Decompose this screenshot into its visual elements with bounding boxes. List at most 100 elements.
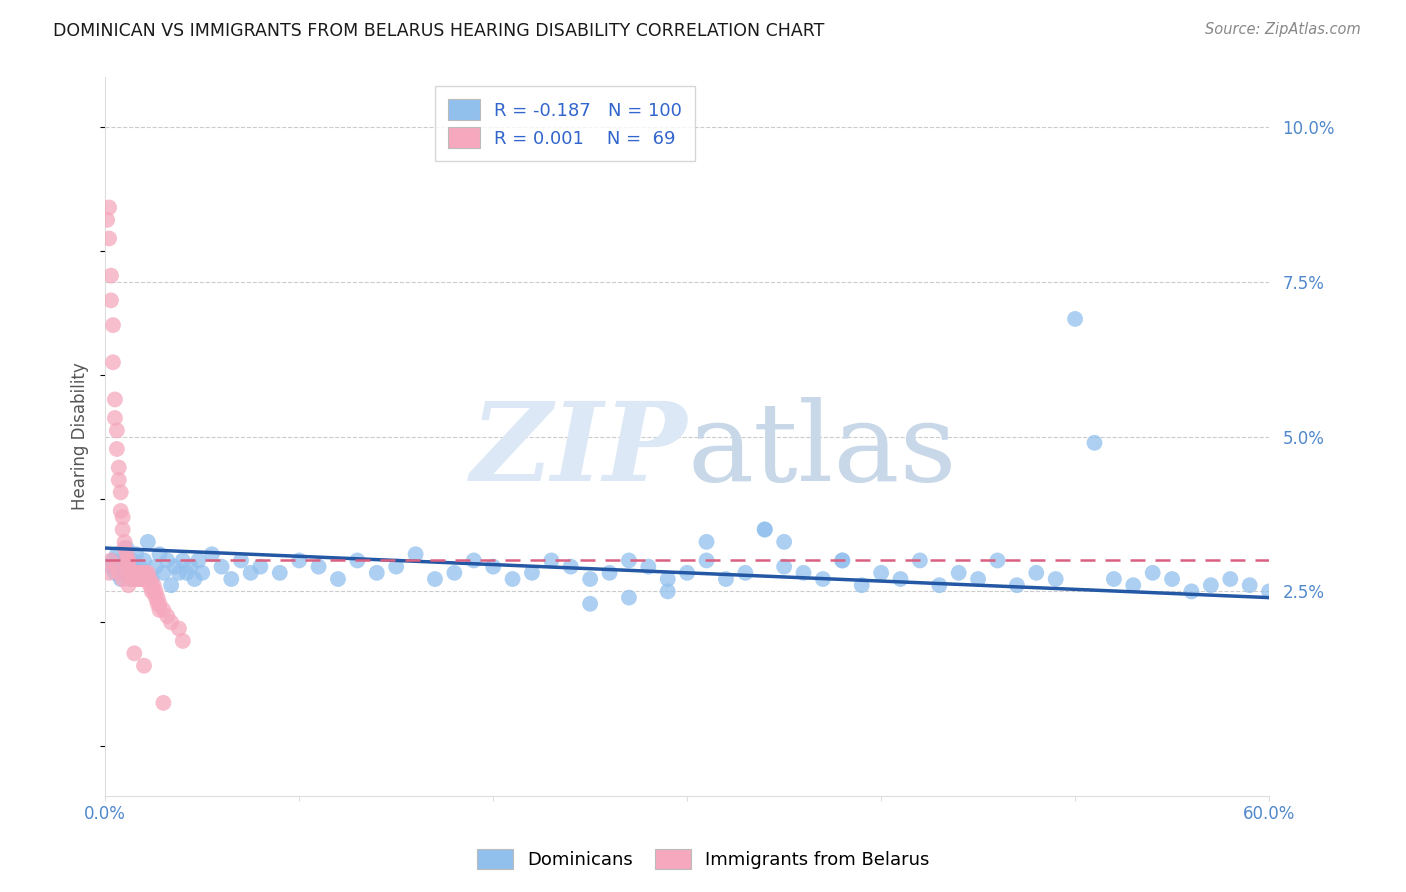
Point — [754, 523, 776, 537]
Point — [714, 572, 737, 586]
Point — [100, 293, 122, 308]
Point — [101, 318, 124, 333]
Point — [1122, 578, 1144, 592]
Point — [156, 609, 179, 624]
Point — [127, 572, 149, 586]
Point — [463, 553, 485, 567]
Point — [117, 553, 139, 567]
Point — [101, 355, 124, 369]
Point — [191, 566, 214, 580]
Point — [811, 572, 834, 586]
Point — [107, 566, 129, 580]
Point — [114, 566, 136, 580]
Point — [908, 553, 931, 567]
Point — [443, 566, 465, 580]
Point — [146, 591, 169, 605]
Point — [131, 566, 153, 580]
Point — [221, 572, 243, 586]
Point — [132, 553, 155, 567]
Point — [148, 597, 170, 611]
Point — [520, 566, 543, 580]
Point — [136, 572, 159, 586]
Text: DOMINICAN VS IMMIGRANTS FROM BELARUS HEARING DISABILITY CORRELATION CHART: DOMINICAN VS IMMIGRANTS FROM BELARUS HEA… — [53, 22, 825, 40]
Point — [117, 559, 139, 574]
Point — [423, 572, 446, 586]
Point — [967, 572, 990, 586]
Point — [145, 584, 167, 599]
Point — [176, 566, 198, 580]
Point — [124, 566, 146, 580]
Point — [1258, 584, 1281, 599]
Point — [104, 411, 127, 425]
Point — [1045, 572, 1067, 586]
Point — [132, 572, 155, 586]
Point — [132, 566, 155, 580]
Point — [142, 584, 165, 599]
Point — [1142, 566, 1164, 580]
Point — [187, 553, 209, 567]
Point — [617, 553, 640, 567]
Point — [139, 572, 162, 586]
Point — [148, 547, 170, 561]
Point — [104, 559, 127, 574]
Point — [696, 553, 718, 567]
Point — [98, 201, 121, 215]
Point — [385, 559, 408, 574]
Point — [851, 578, 873, 592]
Point — [121, 572, 143, 586]
Point — [889, 572, 911, 586]
Point — [183, 572, 205, 586]
Y-axis label: Hearing Disability: Hearing Disability — [72, 363, 89, 510]
Point — [107, 559, 129, 574]
Point — [120, 566, 142, 580]
Point — [125, 547, 148, 561]
Point — [773, 534, 796, 549]
Point — [111, 523, 134, 537]
Point — [734, 566, 756, 580]
Point — [1219, 572, 1241, 586]
Point — [1161, 572, 1184, 586]
Point — [131, 566, 153, 580]
Point — [152, 566, 174, 580]
Point — [110, 572, 132, 586]
Point — [599, 566, 621, 580]
Point — [948, 566, 970, 580]
Point — [110, 485, 132, 500]
Point — [131, 572, 153, 586]
Point — [129, 566, 152, 580]
Point — [110, 504, 132, 518]
Point — [111, 510, 134, 524]
Point — [129, 559, 152, 574]
Point — [928, 578, 950, 592]
Point — [127, 566, 149, 580]
Point — [366, 566, 388, 580]
Point — [172, 634, 194, 648]
Point — [308, 559, 330, 574]
Point — [657, 584, 679, 599]
Point — [98, 231, 121, 245]
Point — [172, 553, 194, 567]
Point — [115, 547, 138, 561]
Point — [139, 578, 162, 592]
Text: Source: ZipAtlas.com: Source: ZipAtlas.com — [1205, 22, 1361, 37]
Point — [156, 553, 179, 567]
Point — [124, 566, 146, 580]
Point — [117, 578, 139, 592]
Point — [617, 591, 640, 605]
Point — [160, 578, 183, 592]
Point — [502, 572, 524, 586]
Point — [579, 572, 602, 586]
Point — [129, 572, 152, 586]
Point — [405, 547, 427, 561]
Point — [870, 566, 893, 580]
Point — [100, 559, 122, 574]
Point — [145, 559, 167, 574]
Text: ZIP: ZIP — [471, 397, 688, 505]
Point — [105, 424, 128, 438]
Point — [124, 572, 146, 586]
Point — [1239, 578, 1261, 592]
Point — [831, 553, 853, 567]
Point — [696, 534, 718, 549]
Point — [163, 559, 186, 574]
Point — [1180, 584, 1202, 599]
